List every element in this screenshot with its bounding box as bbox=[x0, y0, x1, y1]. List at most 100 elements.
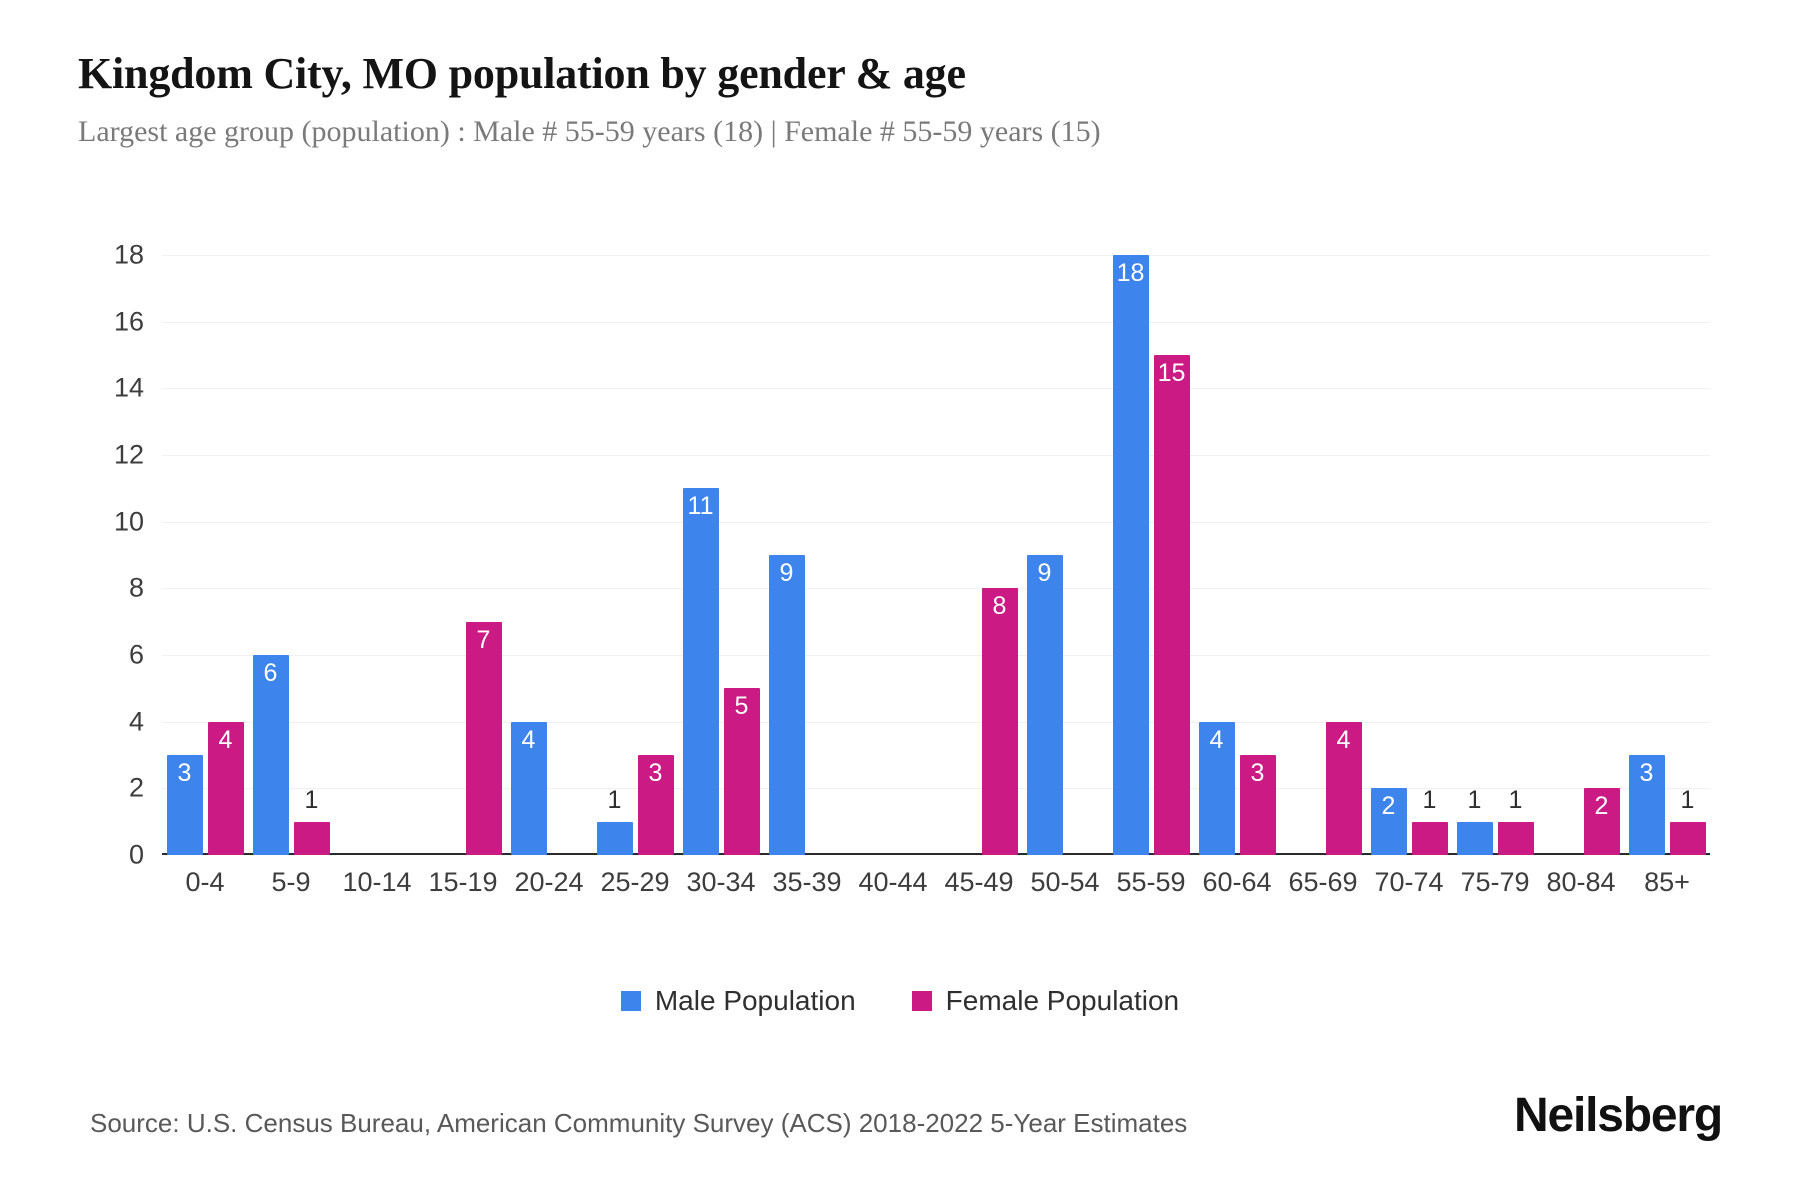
bar-value-label: 2 bbox=[1594, 792, 1609, 821]
chart-header: Kingdom City, MO population by gender & … bbox=[78, 48, 1740, 150]
bar-male[interactable]: 3 bbox=[1628, 755, 1665, 855]
bar-male[interactable]: 3 bbox=[166, 755, 203, 855]
gridline bbox=[162, 521, 1710, 523]
bar-female[interactable]: 1 bbox=[1669, 787, 1706, 855]
x-tick-label: 60-64 bbox=[1202, 867, 1272, 897]
y-tick-label: 4 bbox=[128, 706, 144, 737]
bar-female[interactable]: 3 bbox=[1239, 755, 1276, 855]
x-tick-label: 40-44 bbox=[858, 867, 928, 897]
gridline bbox=[162, 788, 1710, 790]
bar-female[interactable]: 15 bbox=[1153, 355, 1190, 855]
bar-value-label: 4 bbox=[521, 725, 536, 754]
bar-value-label: 9 bbox=[779, 559, 794, 587]
bar-value-label: 6 bbox=[263, 659, 278, 687]
x-tick-label: 50-54 bbox=[1030, 867, 1100, 897]
bar-male[interactable]: 4 bbox=[1198, 721, 1235, 855]
bar-female[interactable]: 1 bbox=[1411, 787, 1448, 855]
bar-female[interactable]: 8 bbox=[981, 588, 1018, 855]
bar-value-label: 1 bbox=[304, 785, 319, 814]
bar-value-label: 1 bbox=[607, 785, 622, 814]
bar-value-label: 2 bbox=[1381, 792, 1396, 821]
bar-male[interactable]: 6 bbox=[252, 655, 289, 855]
bar-female[interactable]: 1 bbox=[1497, 787, 1534, 855]
x-axis-line bbox=[162, 853, 1710, 855]
bar-group: 4 bbox=[506, 255, 592, 855]
bar-male[interactable]: 9 bbox=[768, 555, 805, 855]
bar-group: 18 15 bbox=[1108, 255, 1194, 855]
bar-female[interactable]: 7 bbox=[465, 621, 502, 855]
bar-female[interactable]: 2 bbox=[1583, 788, 1620, 855]
bar-value-label: 18 bbox=[1116, 259, 1145, 287]
x-tick-label: 5-9 bbox=[271, 867, 311, 897]
bar-value-label: 1 bbox=[1467, 785, 1482, 814]
bar-value-label: 15 bbox=[1157, 359, 1186, 387]
bar-group: 8 bbox=[936, 255, 1022, 855]
bar-value-label: 4 bbox=[218, 725, 233, 754]
x-tick-label: 0-4 bbox=[185, 867, 225, 897]
bar-value-label: 1 bbox=[1680, 785, 1695, 814]
bar-male[interactable]: 1 bbox=[1456, 787, 1493, 855]
y-tick-label: 2 bbox=[128, 772, 144, 803]
x-axis: 0-4 5-9 10-14 15-19 20-24 25-29 30-34 35-39 40-4… bbox=[162, 867, 1710, 898]
bar-group: 9 bbox=[1022, 255, 1108, 855]
bar-value-label: 3 bbox=[1250, 759, 1265, 787]
bar-female[interactable]: 4 bbox=[207, 721, 244, 855]
bar-female[interactable]: 4 bbox=[1325, 721, 1362, 855]
bar-group: 9 bbox=[764, 255, 850, 855]
y-tick-label: 8 bbox=[128, 572, 144, 603]
gridline bbox=[162, 255, 1710, 256]
bar-male[interactable]: 1 bbox=[596, 787, 633, 855]
y-tick-label: 14 bbox=[113, 372, 144, 403]
bar-male[interactable]: 18 bbox=[1112, 255, 1149, 855]
y-axis: 0 2 4 6 8 10 12 14 16 18 bbox=[96, 240, 144, 870]
x-tick-label: 15-19 bbox=[428, 867, 498, 897]
gridline bbox=[162, 388, 1710, 390]
bar-group: 2 bbox=[1538, 255, 1624, 855]
y-tick-label: 0 bbox=[128, 839, 144, 870]
gridline bbox=[162, 721, 1710, 723]
legend-item-male[interactable]: Male Population bbox=[620, 985, 856, 1017]
legend-item-female[interactable]: Female Population bbox=[911, 985, 1179, 1017]
y-tick-label: 12 bbox=[113, 439, 144, 470]
chart-footer: Source: U.S. Census Bureau, American Com… bbox=[0, 1070, 1800, 1200]
chart-legend: Male Population Female Population bbox=[0, 985, 1800, 1017]
y-tick-label: 10 bbox=[113, 506, 144, 537]
x-tick-label: 25-29 bbox=[600, 867, 670, 897]
bar-value-label: 4 bbox=[1209, 725, 1224, 754]
x-tick-label: 10-14 bbox=[342, 867, 412, 897]
bar-female[interactable]: 1 bbox=[293, 787, 330, 855]
x-tick-label: 45-49 bbox=[944, 867, 1014, 897]
bar-groups: 3 4 6 1 7 4 1 3 11 5 9 8 9 18 15 4 3 4 2 1 1 1 2 3 1 bbox=[162, 255, 1710, 855]
bar-group bbox=[850, 255, 936, 855]
bar-male[interactable]: 2 bbox=[1370, 788, 1407, 855]
bar-value-label: 1 bbox=[1422, 785, 1437, 814]
legend-swatch-icon bbox=[620, 991, 641, 1011]
gridline bbox=[162, 455, 1710, 456]
bar-value-label: 11 bbox=[687, 492, 714, 521]
x-tick-label: 20-24 bbox=[514, 867, 584, 897]
source-note: Source: U.S. Census Bureau, American Com… bbox=[90, 1108, 1188, 1138]
x-tick-label: 35-39 bbox=[772, 867, 842, 897]
x-tick-label: 75-79 bbox=[1460, 867, 1530, 897]
brand-logo: Neilsberg bbox=[1514, 1089, 1723, 1142]
bar-female[interactable]: 5 bbox=[723, 688, 760, 855]
bar-group: 11 5 bbox=[678, 255, 764, 855]
bar-male[interactable]: 9 bbox=[1026, 555, 1063, 855]
bar-value-label: 1 bbox=[1508, 785, 1523, 814]
bar-male[interactable]: 11 bbox=[682, 488, 719, 855]
gridline bbox=[162, 321, 1710, 323]
gridlines bbox=[162, 255, 1710, 855]
gridline bbox=[162, 588, 1710, 590]
gridline bbox=[162, 655, 1710, 656]
x-tick-label: 80-84 bbox=[1546, 867, 1616, 897]
x-tick-label: 55-59 bbox=[1116, 867, 1186, 897]
bar-value-label: 8 bbox=[992, 592, 1007, 621]
bar-male[interactable]: 4 bbox=[510, 721, 547, 855]
bar-female[interactable]: 3 bbox=[637, 755, 674, 855]
